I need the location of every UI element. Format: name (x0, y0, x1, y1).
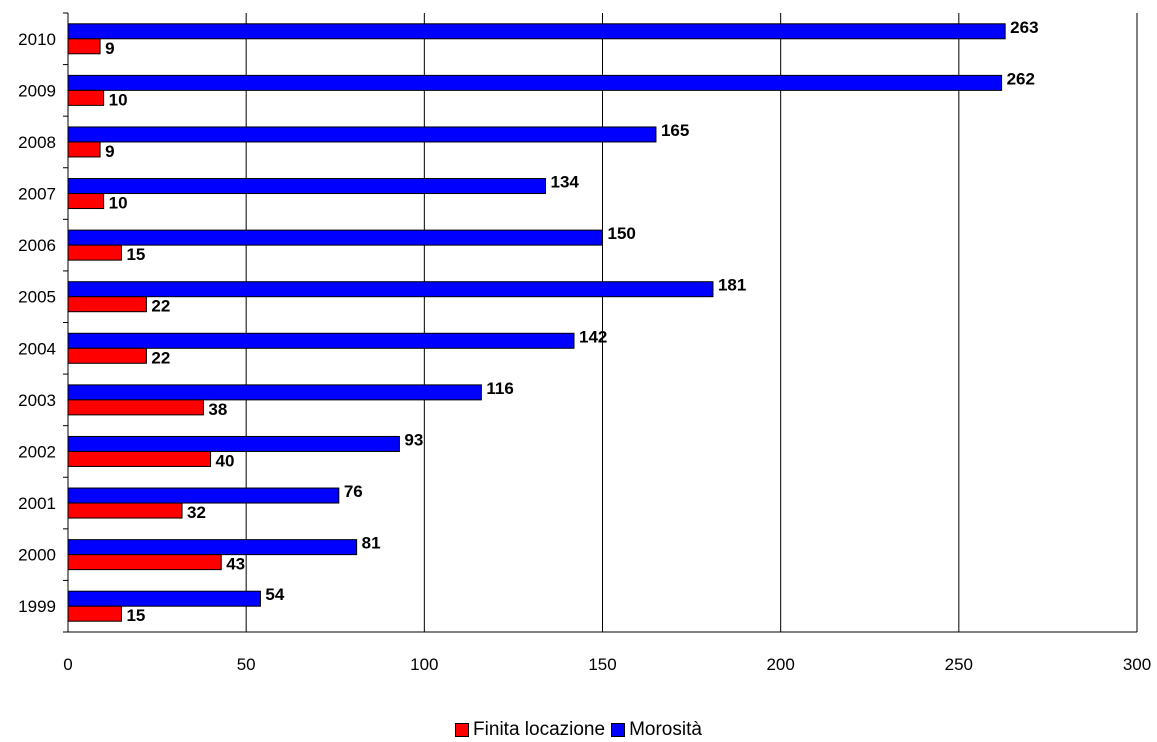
bar-morosita (67, 539, 358, 556)
legend-swatch-finita-locazione (455, 723, 470, 737)
bar-finita-locazione (67, 244, 122, 261)
y-tick-label: 2006 (18, 236, 56, 255)
bar-morosita (67, 590, 261, 607)
value-label-finita-locazione: 10 (109, 90, 128, 109)
value-label-finita-locazione: 10 (109, 194, 128, 213)
bar-morosita (67, 229, 603, 246)
bar-morosita (67, 23, 1006, 40)
x-tick-label: 250 (945, 655, 973, 674)
value-label-finita-locazione: 32 (187, 503, 206, 522)
bar-finita-locazione (67, 450, 212, 467)
bar-finita-locazione (67, 347, 147, 364)
y-tick-label: 2007 (18, 185, 56, 204)
x-tick-label: 100 (410, 655, 438, 674)
bar-morosita (67, 435, 400, 452)
value-label-finita-locazione: 9 (105, 142, 114, 161)
bar-finita-locazione (67, 296, 147, 313)
x-tick-label: 300 (1123, 655, 1151, 674)
value-label-finita-locazione: 22 (151, 348, 170, 367)
bar-morosita (67, 487, 340, 504)
value-label-morosita: 116 (486, 379, 513, 398)
legend-item-finita-locazione: Finita locazione (455, 719, 605, 741)
value-label-morosita: 165 (661, 121, 689, 140)
legend-item-morosita: Morosità (611, 719, 702, 741)
x-tick-label: 200 (766, 655, 794, 674)
y-tick-label: 2005 (18, 288, 56, 307)
value-label-morosita: 81 (362, 534, 381, 553)
value-label-finita-locazione: 38 (208, 400, 227, 419)
value-label-morosita: 76 (344, 482, 363, 501)
y-tick-label: 2004 (18, 339, 56, 358)
bar-finita-locazione (67, 38, 101, 55)
legend-swatch-morosita (611, 723, 626, 737)
bar-finita-locazione (67, 605, 122, 622)
value-label-morosita: 263 (1010, 18, 1038, 37)
bar-finita-locazione (67, 554, 222, 571)
value-label-finita-locazione: 15 (126, 606, 145, 625)
value-label-morosita: 54 (265, 585, 284, 604)
legend-label-morosita: Morosità (629, 719, 702, 740)
value-label-morosita: 142 (579, 327, 607, 346)
value-label-finita-locazione: 15 (126, 245, 145, 264)
value-label-finita-locazione: 22 (151, 297, 170, 316)
value-label-finita-locazione: 43 (226, 555, 245, 574)
bar-morosita (67, 178, 546, 195)
value-label-morosita: 181 (718, 276, 746, 295)
y-tick-label: 2003 (18, 391, 56, 410)
value-label-morosita: 93 (404, 430, 423, 449)
bar-finita-locazione (67, 141, 101, 158)
bar-morosita (67, 384, 482, 401)
bar-finita-locazione (67, 193, 105, 210)
bar-finita-locazione (67, 89, 105, 106)
value-label-finita-locazione: 40 (216, 451, 235, 470)
legend: Finita locazione Morosità (0, 719, 1157, 741)
bar-finita-locazione (67, 502, 183, 519)
y-tick-label: 2008 (18, 133, 56, 152)
value-label-morosita: 262 (1007, 69, 1035, 88)
value-label-finita-locazione: 9 (105, 39, 114, 58)
bar-morosita (67, 332, 575, 349)
y-tick-label: 2009 (18, 81, 56, 100)
x-tick-label: 150 (588, 655, 616, 674)
y-tick-label: 2010 (18, 30, 56, 49)
bar-morosita (67, 74, 1003, 91)
y-tick-label: 2000 (18, 546, 56, 565)
bar-finita-locazione (67, 399, 204, 416)
y-tick-label: 2002 (18, 442, 56, 461)
x-tick-label: 50 (237, 655, 256, 674)
y-tick-label: 1999 (18, 597, 56, 616)
bar-morosita (67, 126, 657, 143)
legend-label-finita-locazione: Finita locazione (473, 719, 606, 740)
value-label-morosita: 134 (550, 173, 579, 192)
value-label-morosita: 150 (608, 224, 636, 243)
x-tick-label: 0 (63, 655, 72, 674)
bar-morosita (67, 281, 714, 298)
y-tick-label: 2001 (18, 494, 56, 513)
